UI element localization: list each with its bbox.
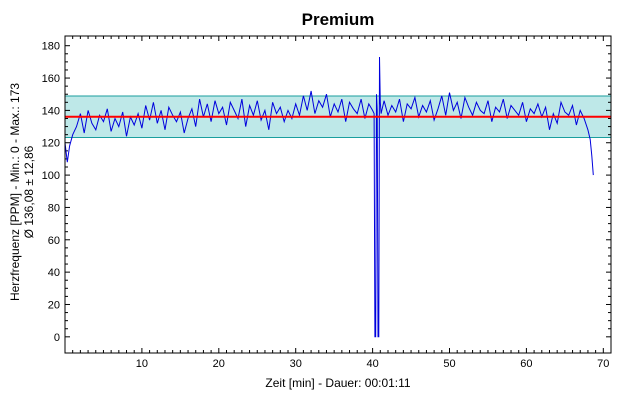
y-tick-label: 20 bbox=[48, 299, 60, 311]
x-tick-label: 50 bbox=[443, 358, 455, 370]
series-line bbox=[64, 56, 594, 338]
x-tick-label: 60 bbox=[520, 358, 532, 370]
tick-labels: 10 20 30 40 50 60 70 0 20 40 60 80 100 120 140 160 180 bbox=[42, 41, 610, 370]
chart-title: Premium bbox=[302, 10, 375, 29]
x-tick-label: 10 bbox=[136, 358, 148, 370]
x-tick-label: 20 bbox=[213, 358, 225, 370]
plot-frame bbox=[64, 35, 612, 354]
y-tick-label: 120 bbox=[42, 138, 60, 150]
y-tick-label: 180 bbox=[42, 41, 60, 53]
x-tick-label: 70 bbox=[597, 358, 609, 370]
y-axis-label-line2: Ø 136,08 ± 12,86 bbox=[22, 145, 36, 238]
y-axis-label-line1: Herzfrequenz [PPM] - Min.: 0 - Max.: 173 bbox=[8, 83, 22, 301]
x-tick-label: 30 bbox=[290, 358, 302, 370]
y-tick-label: 40 bbox=[48, 267, 60, 279]
x-tick-label: 40 bbox=[366, 358, 378, 370]
x-axis-label: Zeit [min] - Dauer: 00:01:11 bbox=[265, 376, 411, 390]
y-tick-label: 140 bbox=[42, 105, 60, 117]
y-tick-label: 80 bbox=[48, 202, 60, 214]
y-tick-label: 60 bbox=[48, 235, 60, 247]
y-tick-label: 160 bbox=[42, 73, 60, 85]
axis-ticks bbox=[65, 36, 611, 353]
series-group bbox=[64, 56, 594, 338]
y-tick-label: 0 bbox=[54, 332, 60, 344]
y-tick-label: 100 bbox=[42, 170, 60, 182]
